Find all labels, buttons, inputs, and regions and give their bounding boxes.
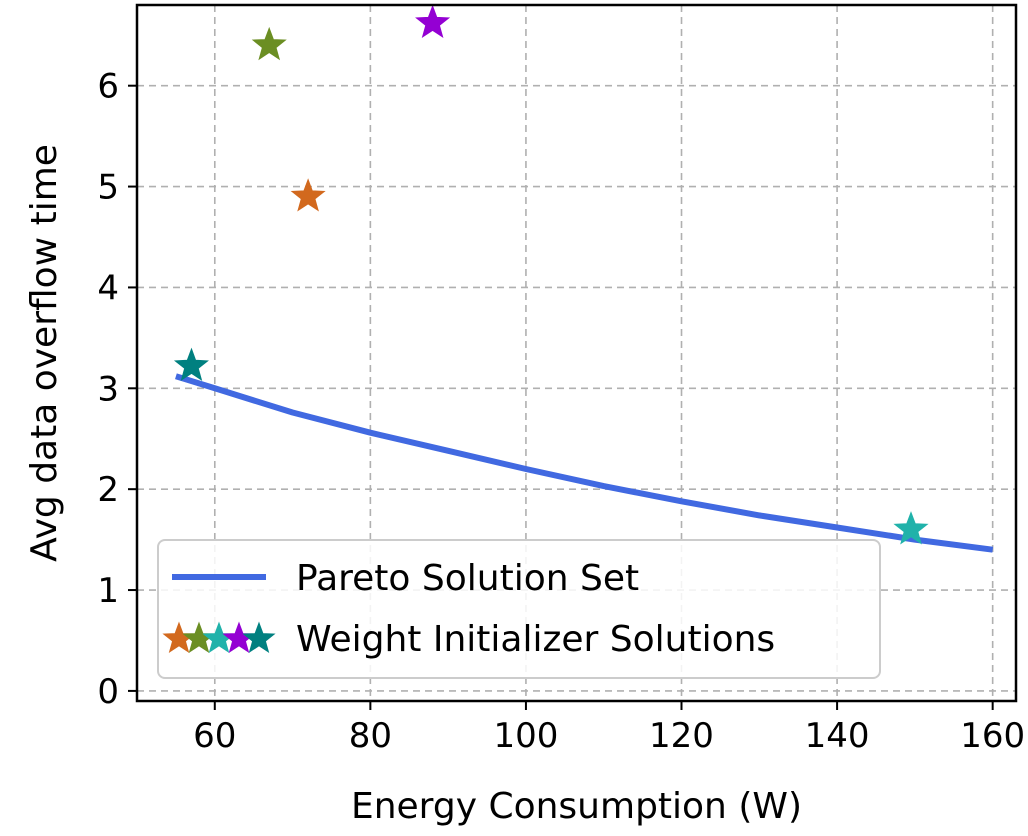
y-axis-ticks: 0 1 2 3 4 5 6 — [97, 67, 137, 712]
y-tick-label: 1 — [97, 571, 119, 611]
legend-label-weight-initializer: Weight Initializer Solutions — [296, 619, 775, 660]
y-tick-label: 6 — [97, 67, 119, 107]
y-tick-label: 5 — [97, 168, 119, 208]
pareto-line-layer — [175, 373, 994, 553]
x-tick-label: 60 — [193, 716, 236, 756]
y-tick-label: 0 — [97, 672, 119, 712]
x-tick-label: 100 — [493, 716, 558, 756]
y-tick-label: 4 — [97, 268, 119, 308]
solution-star — [251, 26, 287, 61]
x-tick-label: 140 — [805, 716, 870, 756]
y-tick-label: 3 — [97, 369, 119, 409]
legend-label-pareto: Pareto Solution Set — [296, 558, 639, 599]
x-axis-label: Energy Consumption (W) — [351, 786, 802, 827]
legend-stars-swatch — [162, 621, 276, 654]
solution-star — [893, 511, 929, 545]
x-tick-label: 120 — [649, 716, 714, 756]
legend-star — [242, 621, 276, 654]
x-tick-label: 160 — [960, 716, 1025, 756]
y-tick-label: 2 — [97, 470, 119, 510]
solution-star — [173, 347, 209, 382]
solution-star — [415, 4, 451, 39]
solution-stars-layer — [173, 4, 929, 545]
x-tick-label: 80 — [349, 716, 392, 756]
y-axis-label: Avg data overflow time — [24, 144, 65, 562]
pareto-line — [175, 373, 994, 553]
legend-box — [157, 539, 881, 679]
solution-star — [290, 178, 326, 212]
plot-frame — [135, 3, 1018, 703]
legend: Pareto Solution Set Weight Initializer S… — [157, 539, 881, 679]
x-axis-ticks: 60 80 100 120 140 160 — [193, 701, 1025, 756]
